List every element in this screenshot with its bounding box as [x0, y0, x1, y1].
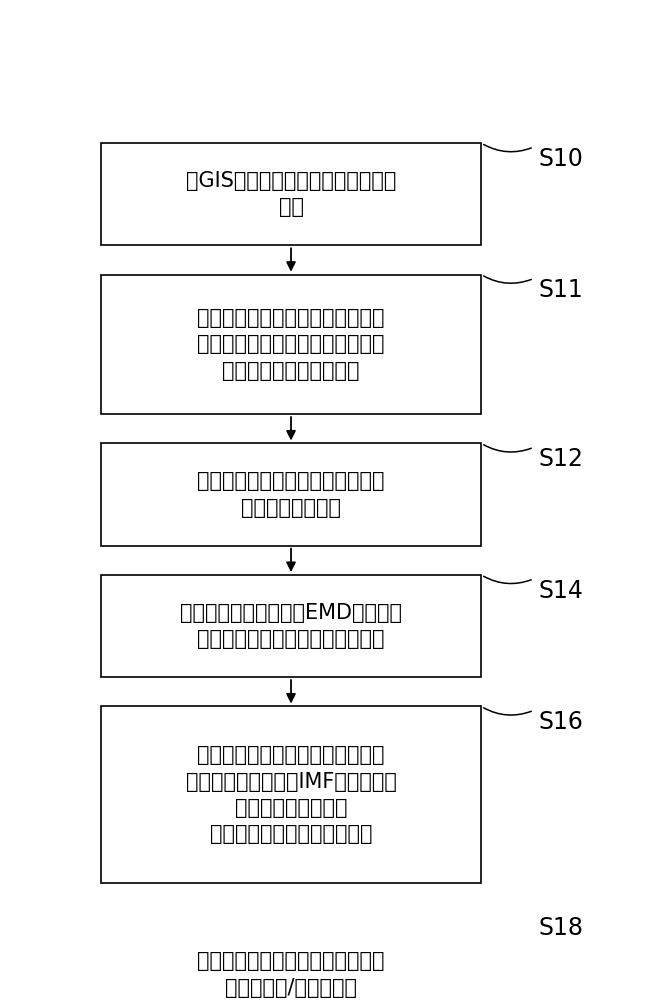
Text: S12: S12 — [539, 447, 584, 471]
Text: 对GIS设备上的振动信号进行采集的
步骤: 对GIS设备上的振动信号进行采集的 步骤 — [186, 171, 396, 217]
Text: 利用窄带噪声辅助多元EMD方法提取
所述信号中包含的特征信息的步骤: 利用窄带噪声辅助多元EMD方法提取 所述信号中包含的特征信息的步骤 — [180, 603, 402, 649]
Text: 将通过试验获得的正常工况的功率
特征矩阵和/或各种故障
工况下的功率特征矩阵，作为故障
判据的步骤: 将通过试验获得的正常工况的功率 特征矩阵和/或各种故障 工况下的功率特征矩阵，作… — [197, 951, 385, 1000]
Text: S16: S16 — [539, 710, 584, 734]
FancyArrowPatch shape — [484, 276, 531, 283]
Text: S14: S14 — [539, 579, 584, 603]
FancyArrowPatch shape — [484, 576, 531, 584]
Bar — [101, 443, 481, 546]
FancyArrowPatch shape — [484, 914, 531, 921]
Bar — [101, 275, 481, 414]
Text: S18: S18 — [539, 916, 584, 940]
FancyArrowPatch shape — [484, 445, 531, 452]
Text: S10: S10 — [539, 147, 584, 171]
Bar — [101, 143, 481, 245]
Bar — [101, 575, 481, 677]
Text: S11: S11 — [539, 278, 583, 302]
Bar — [101, 706, 481, 883]
Bar — [101, 912, 481, 1000]
Text: 利用功率谱密度函数提取其功率特
征，计算各通道所有IMF的功率谱最
大幅値，以构成所测
工况下的功率特征矩阵的步骤: 利用功率谱密度函数提取其功率特 征，计算各通道所有IMF的功率谱最 大幅値，以构… — [185, 745, 397, 844]
Text: 利用阀值去噪方法对采集的信号进
行去噪处理的步骤: 利用阀值去噪方法对采集的信号进 行去噪处理的步骤 — [197, 471, 385, 518]
Text: 通过不同频带的滤波器，将频率较
高的局部放电信号和频率较低的机
械振动信号区分开的步骤: 通过不同频带的滤波器，将频率较 高的局部放电信号和频率较低的机 械振动信号区分开… — [197, 308, 385, 381]
FancyArrowPatch shape — [484, 708, 531, 715]
FancyArrowPatch shape — [484, 144, 531, 152]
